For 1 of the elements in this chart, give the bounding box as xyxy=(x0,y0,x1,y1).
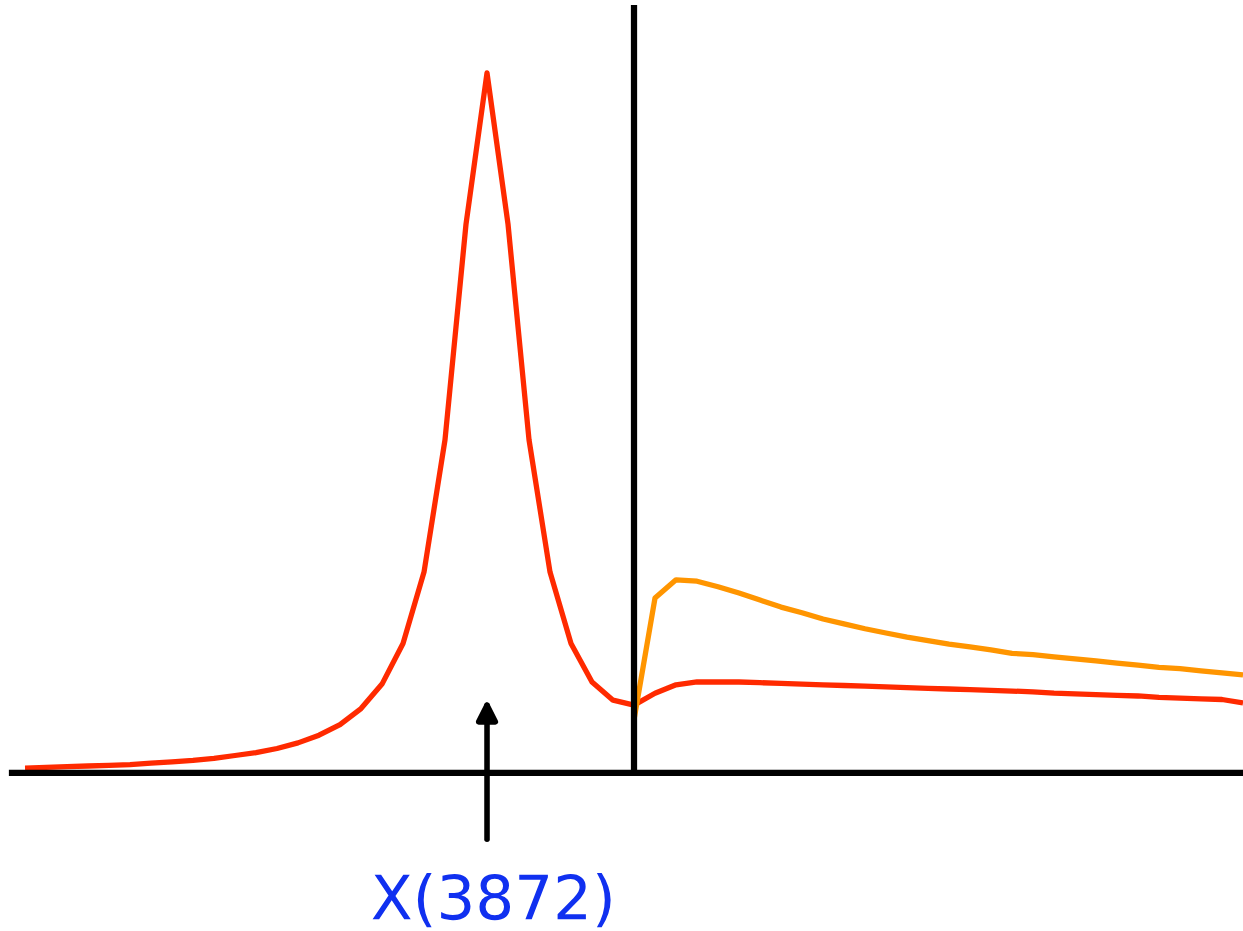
text: X(3872) xyxy=(372,872,611,928)
